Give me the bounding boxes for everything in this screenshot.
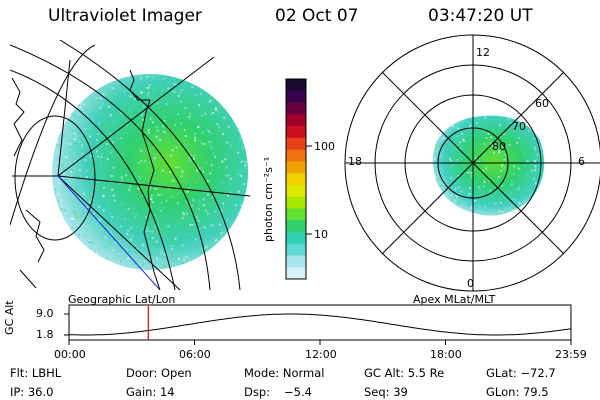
- colorbar-segment: [286, 184, 306, 198]
- colorbar-tick-100: 100: [314, 140, 335, 153]
- date-label: 02 Oct 07: [275, 6, 359, 26]
- timeline-xtick-2359: 23:59: [555, 348, 587, 361]
- colorbar-segment: [286, 114, 306, 127]
- timeline-ytick-9: 9.0: [36, 307, 54, 320]
- colorbar-segment: [286, 149, 306, 162]
- colorbar-segment: [286, 243, 306, 256]
- mlt-label-18: 18: [348, 155, 362, 168]
- mode-status: Mode: Normal: [244, 366, 325, 380]
- gc-alt-status: GC Alt: 5.5 Re: [364, 366, 445, 380]
- colorbar-segment: [286, 231, 306, 245]
- glon-status: GLon: 79.5: [486, 385, 549, 399]
- timeline-xtick-1200: 12:00: [305, 348, 337, 361]
- lat-label-70: 70: [512, 120, 526, 133]
- dsp-value: −5.4: [284, 385, 312, 399]
- timeline-ytick-1.8: 1.8: [36, 328, 54, 341]
- mlt-label-0: 0: [467, 277, 474, 290]
- colorbar-segment: [286, 255, 306, 268]
- ip-status: IP: 36.0: [10, 385, 54, 399]
- colorbar-segment: [286, 208, 306, 221]
- glat-status: GLat: −72.7: [486, 366, 556, 380]
- polar-map-caption: Apex MLat/MLT: [413, 293, 496, 306]
- colorbar-segment: [286, 196, 306, 209]
- lat-label-60: 60: [535, 97, 549, 110]
- timeline-xtick-1800: 18:00: [430, 348, 462, 361]
- dsp-label: Dsp:: [244, 385, 271, 399]
- colorbar-segment: [286, 90, 306, 104]
- colorbar-segment: [286, 267, 306, 280]
- timeline-xtick-0600: 06:00: [179, 348, 211, 361]
- timeline-ylabel: GC Alt: [3, 300, 16, 335]
- colorbar-segment: [286, 220, 306, 233]
- filter-status: Flt: LBHL: [10, 366, 62, 380]
- lat-label-80: 80: [492, 140, 506, 153]
- timeline-xtick-0000: 00:00: [54, 348, 86, 361]
- colorbar-segment: [286, 137, 306, 151]
- colorbar-segment: [286, 173, 306, 186]
- seq-status: Seq: 39: [364, 385, 408, 399]
- app-title: Ultraviolet Imager: [48, 6, 202, 26]
- door-status: Door: Open: [126, 366, 192, 380]
- colorbar-segment: [286, 161, 306, 174]
- colorbar-segment: [286, 79, 306, 92]
- mlt-label-12: 12: [476, 46, 490, 59]
- mlt-label-6: 6: [578, 155, 585, 168]
- colorbar-tick-10: 10: [314, 228, 328, 241]
- gain-status: Gain: 14: [126, 385, 175, 399]
- colorbar-segment: [286, 126, 306, 139]
- geographic-map-caption: Geographic Lat/Lon: [68, 293, 176, 306]
- colorbar-segment: [286, 102, 306, 115]
- time-label: 03:47:20 UT: [428, 6, 533, 26]
